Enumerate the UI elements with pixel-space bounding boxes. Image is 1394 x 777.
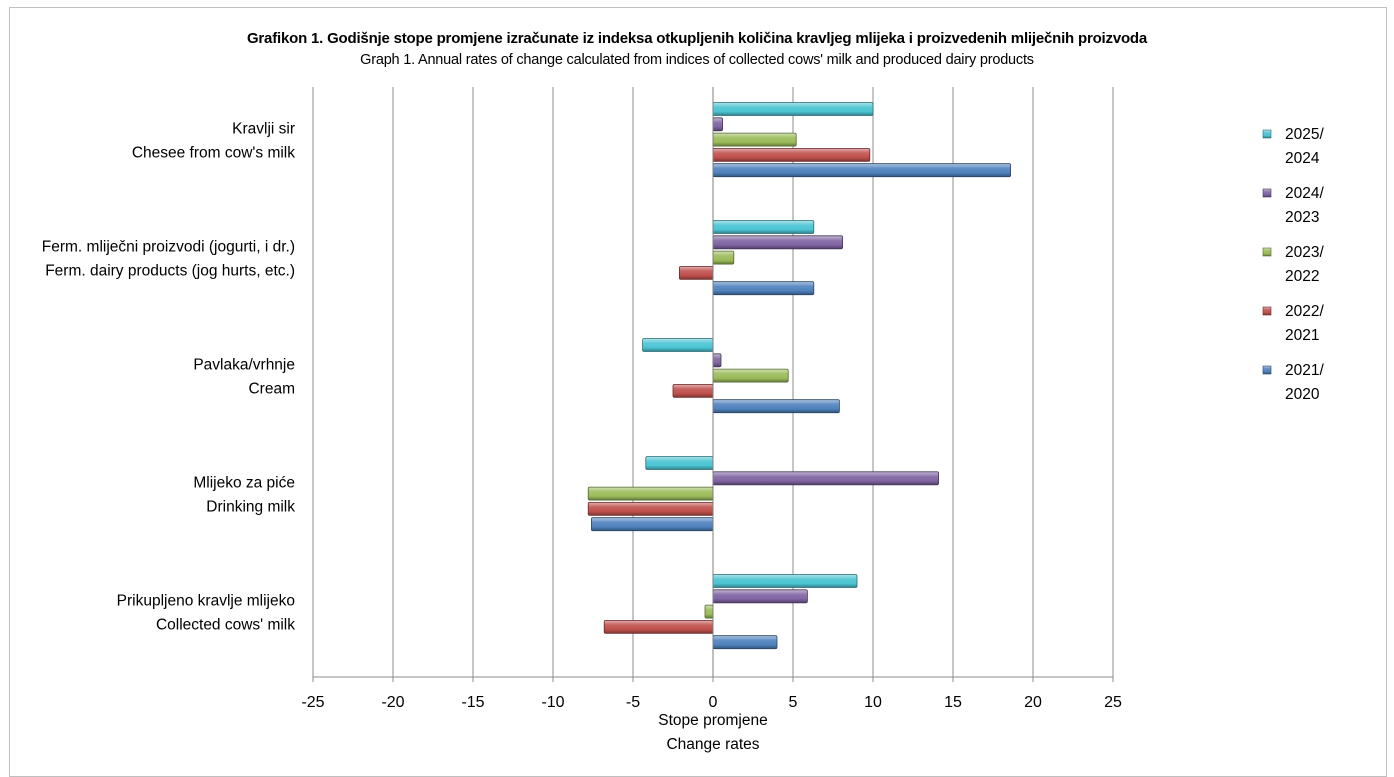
bars — [587, 102, 1012, 650]
x-tick-label: -20 — [381, 694, 404, 711]
x-tick-label: -10 — [541, 694, 564, 711]
legend-swatch — [1262, 129, 1272, 139]
x-tick-label: 15 — [944, 694, 962, 711]
x-tick-label: 5 — [789, 694, 798, 711]
legend-swatch — [1262, 306, 1272, 316]
x-tick-label: 10 — [864, 694, 882, 711]
legend-label: 2020 — [1285, 386, 1320, 403]
legend-label: 2022/ — [1285, 303, 1324, 320]
x-tick-label: -5 — [626, 694, 640, 711]
x-tick-label: 0 — [709, 694, 718, 711]
bar — [587, 501, 714, 516]
bar — [712, 235, 844, 250]
category-label: Prikupljeno kravlje mlijeko — [117, 593, 295, 610]
legend-swatch — [1262, 188, 1272, 198]
bar — [642, 338, 714, 352]
legend-label: 2024/ — [1285, 185, 1324, 202]
bar — [712, 147, 871, 162]
legend-label: 2021/ — [1285, 362, 1324, 379]
chart-subtitle: Graph 1. Annual rates of change calculat… — [360, 52, 1034, 68]
bar — [712, 132, 797, 147]
legend-label: 2023 — [1285, 209, 1319, 226]
bar — [712, 117, 724, 132]
legend-label: 2022 — [1285, 268, 1319, 285]
bar — [704, 604, 714, 619]
bar — [587, 486, 714, 501]
bar — [712, 471, 940, 486]
bar — [712, 635, 778, 650]
legend-label: 2021 — [1285, 327, 1319, 344]
bar — [712, 220, 815, 234]
x-tick-label: 20 — [1024, 694, 1042, 711]
x-tick-label: -25 — [301, 694, 324, 711]
x-axis-title: Change rates — [666, 736, 759, 753]
axes — [312, 87, 1114, 682]
category-label: Cream — [248, 381, 295, 398]
category-label: Collected cows' milk — [156, 617, 295, 634]
legend-label: 2023/ — [1285, 244, 1324, 261]
category-label: Chesee from cow's milk — [132, 145, 295, 162]
x-tick-label: 25 — [1104, 694, 1122, 711]
category-label: Kravlji sir — [232, 121, 295, 138]
bar — [712, 102, 874, 116]
chart-title: Grafikon 1. Godišnje stope promjene izra… — [246, 30, 1148, 47]
x-tick-label: -15 — [461, 694, 484, 711]
labels: -25 -20 -15 -10 -5 0 5 10 15 20 25 Kravlji sir Chese… — [42, 121, 1122, 753]
bar — [679, 265, 714, 280]
bar — [712, 368, 789, 383]
legend-label: 2024 — [1285, 150, 1320, 167]
category-label: Drinking milk — [206, 499, 295, 516]
legend: 2025/2024 2024/2023 2023/2022 2022/2021 2021… — [1262, 126, 1324, 403]
bar — [712, 250, 735, 265]
category-label: Ferm. mliječni proizvodi (jogurti, i dr.… — [42, 239, 295, 256]
bar — [645, 456, 714, 470]
bar — [712, 399, 840, 414]
bar — [712, 163, 1012, 178]
category-label: Mlijeko za piće — [193, 475, 295, 492]
bar — [603, 620, 714, 634]
x-axis-title: Stope promjene — [658, 712, 767, 729]
bar — [712, 353, 722, 368]
category-label: Ferm. dairy products (jog hurts, etc.) — [45, 263, 295, 280]
legend-label: 2025/ — [1285, 126, 1324, 143]
bar — [712, 589, 808, 604]
category-label: Pavlaka/vrhnje — [193, 357, 295, 374]
bar — [712, 281, 815, 296]
bar — [712, 574, 858, 588]
legend-swatch — [1262, 247, 1272, 257]
bar — [672, 383, 714, 398]
legend-swatch — [1262, 365, 1272, 375]
bar — [591, 517, 714, 532]
